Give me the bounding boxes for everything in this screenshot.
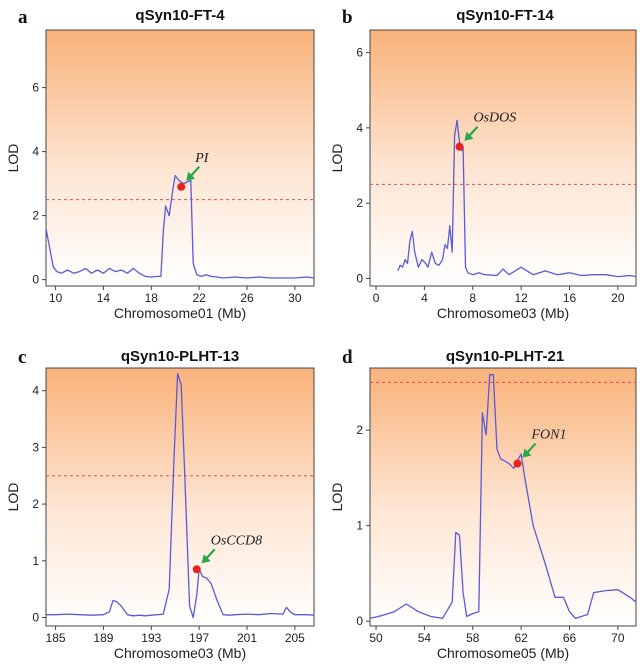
x-tick-label: 18 — [145, 291, 159, 305]
y-tick-label: 6 — [356, 46, 363, 60]
chart-panel-a: a qSyn10-FT-4 0 2 4 6 10 14 18 22 26 30 Chromosome01… — [5, 7, 315, 321]
panel-letter: b — [342, 7, 353, 28]
x-tick-label: 4 — [421, 291, 428, 305]
x-tick-label: 62 — [514, 631, 528, 645]
plot-frame — [45, 367, 315, 627]
y-axis-label: LOD — [329, 144, 345, 173]
chart-title: qSyn10-FT-14 — [456, 7, 554, 24]
x-tick-label: 201 — [237, 631, 257, 645]
chart-title: qSyn10-PLHT-13 — [121, 348, 239, 365]
y-tick-label: 3 — [32, 440, 39, 454]
plot-background — [370, 30, 636, 286]
plot-frame — [369, 29, 637, 287]
x-tick-label: 10 — [49, 291, 63, 305]
chart-panel-c: c qSyn10-PLHT-13 0 1 2 3 4 185 189 193 197 201 205 Ch… — [5, 347, 315, 661]
x-tick-label: 66 — [563, 631, 577, 645]
x-tick-label: 197 — [189, 631, 209, 645]
gene-label: OsCCD8 — [211, 533, 262, 548]
x-axis-label: Chromosome03 (Mb) — [437, 305, 569, 321]
y-tick-label: 2 — [32, 209, 39, 223]
lod-series-line — [46, 373, 315, 619]
x-tick-label: 70 — [611, 631, 625, 645]
plot-background — [370, 368, 636, 626]
lod-series-line — [45, 174, 315, 279]
gene-label: FON1 — [531, 428, 567, 443]
y-axis-label: LOD — [5, 483, 21, 512]
gene-marker — [192, 565, 201, 574]
x-tick-label: 0 — [373, 291, 380, 305]
y-tick-label: 2 — [32, 497, 39, 511]
x-tick-label: 30 — [288, 291, 302, 305]
y-axis-label: LOD — [329, 483, 345, 512]
x-tick-label: 205 — [285, 631, 305, 645]
x-tick-label: 189 — [93, 631, 113, 645]
y-tick-label: 1 — [356, 519, 363, 533]
x-tick-label: 185 — [46, 631, 66, 645]
panel-letter: d — [342, 347, 353, 368]
x-tick-label: 12 — [514, 291, 528, 305]
x-tick-label: 22 — [192, 291, 206, 305]
lod-series-line — [369, 374, 637, 620]
x-tick-label: 54 — [418, 631, 432, 645]
y-tick-label: 4 — [32, 384, 39, 398]
y-tick-label: 1 — [32, 554, 39, 568]
x-tick-label: 20 — [611, 291, 625, 305]
gene-arrowhead — [522, 448, 532, 458]
x-axis-label: Chromosome05 (Mb) — [437, 645, 569, 661]
plot-background — [46, 30, 314, 286]
x-tick-label: 58 — [466, 631, 480, 645]
gene-marker — [455, 142, 464, 151]
y-tick-label: 4 — [32, 145, 39, 159]
y-tick-label: 6 — [32, 81, 39, 95]
panel-letter: a — [18, 7, 28, 28]
x-axis-label: Chromosome03 (Mb) — [114, 645, 246, 661]
y-tick-label: 0 — [356, 614, 363, 628]
chart-panel-d: d qSyn10-PLHT-21 0 1 2 50 54 58 62 66 70 Chromosome… — [329, 347, 637, 661]
x-tick-label: 50 — [369, 631, 383, 645]
gene-arrowhead — [201, 554, 211, 564]
x-tick-label: 8 — [469, 291, 476, 305]
y-tick-label: 0 — [356, 271, 363, 285]
y-axis-label: LOD — [5, 144, 21, 173]
chart-panel-b: b qSyn10-FT-14 0 2 4 6 0 4 8 12 16 20 Chromosome03 (… — [329, 7, 637, 321]
y-tick-label: 2 — [356, 196, 363, 210]
gene-arrowhead — [186, 171, 196, 181]
plot-background — [46, 368, 314, 626]
gene-label: OsDOS — [473, 111, 516, 126]
gene-label: PI — [194, 151, 210, 166]
x-tick-label: 193 — [141, 631, 161, 645]
panel-letter: c — [18, 347, 26, 368]
chart-title: qSyn10-FT-4 — [135, 7, 225, 24]
y-tick-label: 0 — [32, 610, 39, 624]
plot-frame — [369, 367, 637, 627]
y-tick-label: 4 — [356, 121, 363, 135]
gene-marker — [177, 182, 186, 191]
gene-marker — [513, 459, 522, 468]
x-tick-label: 14 — [97, 291, 111, 305]
x-tick-label: 26 — [240, 291, 254, 305]
gene-arrowhead — [464, 131, 474, 141]
x-tick-label: 16 — [563, 291, 577, 305]
y-tick-label: 0 — [32, 273, 39, 287]
y-tick-label: 2 — [356, 423, 363, 437]
x-axis-label: Chromosome01 (Mb) — [114, 305, 246, 321]
chart-title: qSyn10-PLHT-21 — [446, 348, 564, 365]
plot-frame — [45, 29, 315, 287]
